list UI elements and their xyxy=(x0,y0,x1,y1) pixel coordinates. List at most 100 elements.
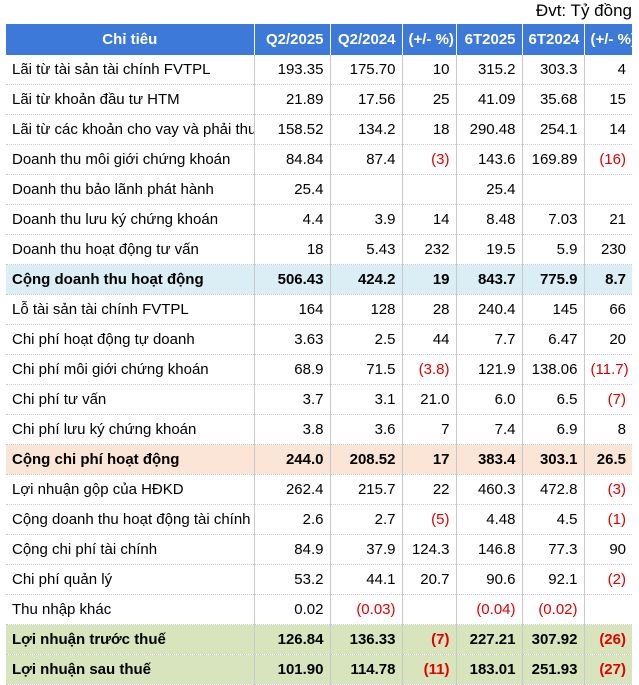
row-label: Doanh thu bảo lãnh phát hành xyxy=(6,174,254,205)
q2-2024-cell: 114.78 xyxy=(329,654,402,685)
q2-2024-cell: 208.52 xyxy=(329,444,402,475)
quarter-change-cell: (3) xyxy=(401,144,456,175)
quarter-change-cell: 232 xyxy=(401,234,456,265)
q2-2024-cell: 3.1 xyxy=(329,384,402,415)
6t2025-cell: 8.48 xyxy=(455,204,522,235)
q2-2024-cell: 87.4 xyxy=(329,144,402,175)
q2-2024-cell: 134.2 xyxy=(329,114,402,145)
6t2024-cell: 92.1 xyxy=(521,564,584,595)
6t2024-cell: 6.47 xyxy=(521,324,584,355)
6t2024-cell: 35.68 xyxy=(521,84,584,115)
half-year-change-cell: 14 xyxy=(583,114,632,145)
q2-2025-cell: 18 xyxy=(253,234,330,265)
half-year-change-cell: 66 xyxy=(583,294,632,325)
6t2024-cell: 138.06 xyxy=(521,354,584,385)
6t2024-cell: 303.3 xyxy=(521,55,584,85)
table-row: Cộng chi phí hoạt động 244.0 208.52 17 383.4… xyxy=(6,444,632,475)
6t2024-cell: 472.8 xyxy=(521,474,584,505)
row-label: Lãi từ tài sản tài chính FVTPL xyxy=(6,55,254,85)
6t2025-cell: 143.6 xyxy=(455,144,522,175)
q2-2025-cell: 126.84 xyxy=(253,624,330,655)
q2-2024-cell: 128 xyxy=(329,294,402,325)
table-row: Chi phí môi giới chứng khoán 68.9 71.5 (3.8… xyxy=(6,354,632,385)
q2-2024-cell xyxy=(329,174,402,205)
6t2024-cell: 307.92 xyxy=(521,624,584,655)
6t2025-cell: 41.09 xyxy=(455,84,522,115)
q2-2025-cell: 0.02 xyxy=(253,594,330,625)
q2-2025-cell: 3.8 xyxy=(253,414,330,445)
header-6t2025: 6T2025 xyxy=(456,24,523,55)
header-q2-2025: Q2/2025 xyxy=(254,24,331,55)
row-label: Lãi từ khoản đầu tư HTM xyxy=(6,84,254,115)
q2-2025-cell: 244.0 xyxy=(253,444,330,475)
header-6t2024: 6T2024 xyxy=(522,24,585,55)
6t2025-cell: 460.3 xyxy=(455,474,522,505)
half-year-change-cell: 15 xyxy=(583,84,632,115)
6t2024-cell: (0.02) xyxy=(521,594,584,625)
half-year-change-cell: (1) xyxy=(583,504,632,535)
6t2024-cell: 4.5 xyxy=(521,504,584,535)
quarter-change-cell: (3.8) xyxy=(401,354,456,385)
q2-2025-cell: 4.4 xyxy=(253,204,330,235)
row-label: Chi phí hoạt động tự doanh xyxy=(6,324,254,355)
row-label: Lợi nhuận trước thuế xyxy=(6,624,254,655)
table-row: Cộng doanh thu hoạt động 506.43 424.2 19 843… xyxy=(6,264,632,295)
table-row: Chi phí hoạt động tự doanh 3.63 2.5 44 7.7 6.… xyxy=(6,324,632,355)
6t2025-cell: (0.04) xyxy=(455,594,522,625)
q2-2024-cell: 37.9 xyxy=(329,534,402,565)
6t2025-cell: 146.8 xyxy=(455,534,522,565)
6t2024-cell: 303.1 xyxy=(521,444,584,475)
q2-2024-cell: 2.7 xyxy=(329,504,402,535)
table-row: Chi phí tư vấn 3.7 3.1 21.0 6.0 6.5 (7) xyxy=(6,384,632,415)
table-row: Thu nhập khác 0.02 (0.03) (0.04) (0.02) xyxy=(6,594,632,625)
table-row: Doanh thu lưu ký chứng khoán 4.4 3.9 14 8.48… xyxy=(6,204,632,235)
q2-2025-cell: 21.89 xyxy=(253,84,330,115)
q2-2025-cell: 3.7 xyxy=(253,384,330,415)
quarter-change-cell: 25 xyxy=(401,84,456,115)
6t2024-cell: 5.9 xyxy=(521,234,584,265)
6t2025-cell: 6.0 xyxy=(455,384,522,415)
6t2024-cell: 775.9 xyxy=(521,264,584,295)
half-year-change-cell: 8 xyxy=(583,414,632,445)
q2-2025-cell: 3.63 xyxy=(253,324,330,355)
unit-label: Đvt: Tỷ đồng xyxy=(535,1,632,20)
6t2025-cell: 315.2 xyxy=(455,55,522,85)
6t2025-cell: 240.4 xyxy=(455,294,522,325)
table-header-row: Chỉ tiêu Q2/2025 Q2/2024 (+/- %) 6T2025 … xyxy=(6,24,632,55)
6t2025-cell: 227.21 xyxy=(455,624,522,655)
quarter-change-cell: 17 xyxy=(401,444,456,475)
row-label: Lãi từ các khoản cho vay và phải thu xyxy=(6,114,254,145)
half-year-change-cell: (2) xyxy=(583,564,632,595)
row-label: Cộng doanh thu hoạt động xyxy=(6,264,254,295)
table-row: Lãi từ tài sản tài chính FVTPL 193.35 175.… xyxy=(6,55,632,85)
table-row: Lợi nhuận sau thuế 101.90 114.78 (11) 183.01… xyxy=(6,654,632,685)
q2-2024-cell: 3.9 xyxy=(329,204,402,235)
header-indicator: Chỉ tiêu xyxy=(6,24,255,55)
q2-2025-cell: 164 xyxy=(253,294,330,325)
table-row: Chi phí quản lý 53.2 44.1 20.7 90.6 92.1 (2) xyxy=(6,564,632,595)
table-row: Chi phí lưu ký chứng khoán 3.8 3.6 7 7.4 6.9 8 xyxy=(6,414,632,445)
half-year-change-cell: (26) xyxy=(583,624,632,655)
quarter-change-cell: 19 xyxy=(401,264,456,295)
quarter-change-cell: 44 xyxy=(401,324,456,355)
table-row: Doanh thu bảo lãnh phát hành 25.4 25.4 xyxy=(6,174,632,205)
table-row: Cộng doanh thu hoạt động tài chính 2.6 2.7… xyxy=(6,504,632,535)
table-body: Lãi từ tài sản tài chính FVTPL 193.35 175.… xyxy=(6,55,632,685)
6t2024-cell: 7.03 xyxy=(521,204,584,235)
row-label: Chi phí lưu ký chứng khoán xyxy=(6,414,254,445)
6t2025-cell: 7.4 xyxy=(455,414,522,445)
6t2025-cell: 383.4 xyxy=(455,444,522,475)
quarter-change-cell xyxy=(401,594,456,625)
6t2025-cell: 7.7 xyxy=(455,324,522,355)
quarter-change-cell: 7 xyxy=(401,414,456,445)
6t2025-cell: 121.9 xyxy=(455,354,522,385)
6t2024-cell: 6.9 xyxy=(521,414,584,445)
row-label: Chi phí tư vấn xyxy=(6,384,254,415)
quarter-change-cell: 124.3 xyxy=(401,534,456,565)
half-year-change-cell: 26.5 xyxy=(583,444,632,475)
row-label: Cộng chi phí hoạt động xyxy=(6,444,254,475)
6t2025-cell: 290.48 xyxy=(455,114,522,145)
q2-2025-cell: 262.4 xyxy=(253,474,330,505)
6t2025-cell: 183.01 xyxy=(455,654,522,685)
half-year-change-cell xyxy=(583,174,632,205)
